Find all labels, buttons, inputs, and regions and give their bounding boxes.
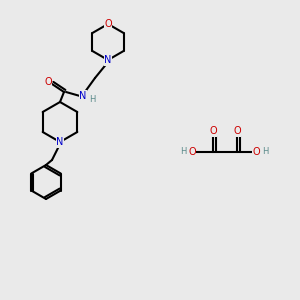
Text: O: O [188,147,196,157]
Text: N: N [104,55,112,65]
Text: O: O [104,19,112,29]
Text: H: H [89,94,95,103]
Text: H: H [180,146,186,155]
Text: O: O [44,77,52,87]
Text: O: O [209,126,217,136]
Text: H: H [262,146,268,155]
Text: N: N [56,137,64,147]
Text: O: O [252,147,260,157]
Text: O: O [233,126,241,136]
Text: N: N [79,91,87,101]
